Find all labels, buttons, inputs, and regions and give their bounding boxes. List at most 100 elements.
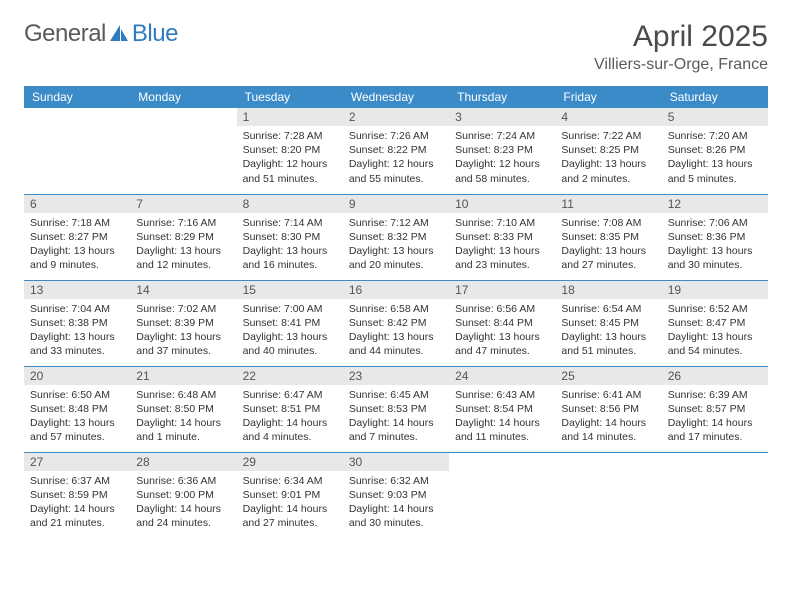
calendar-cell: 18Sunrise: 6:54 AMSunset: 8:45 PMDayligh… [555, 280, 661, 366]
calendar-cell: 27Sunrise: 6:37 AMSunset: 8:59 PMDayligh… [24, 452, 130, 538]
calendar-cell: 13Sunrise: 7:04 AMSunset: 8:38 PMDayligh… [24, 280, 130, 366]
calendar-cell: 16Sunrise: 6:58 AMSunset: 8:42 PMDayligh… [343, 280, 449, 366]
title-block: April 2025 Villiers-sur-Orge, France [594, 20, 768, 74]
calendar-head: SundayMondayTuesdayWednesdayThursdayFrid… [24, 86, 768, 108]
calendar-cell: 14Sunrise: 7:02 AMSunset: 8:39 PMDayligh… [130, 280, 236, 366]
day-body: Sunrise: 7:26 AMSunset: 8:22 PMDaylight:… [343, 126, 449, 190]
day-number: 13 [24, 281, 130, 299]
day-number: 7 [130, 195, 236, 213]
day-number: 9 [343, 195, 449, 213]
calendar-cell: 12Sunrise: 7:06 AMSunset: 8:36 PMDayligh… [662, 194, 768, 280]
day-body: Sunrise: 7:22 AMSunset: 8:25 PMDaylight:… [555, 126, 661, 190]
day-body: Sunrise: 7:16 AMSunset: 8:29 PMDaylight:… [130, 213, 236, 277]
calendar-cell: 2Sunrise: 7:26 AMSunset: 8:22 PMDaylight… [343, 108, 449, 194]
day-body: Sunrise: 6:56 AMSunset: 8:44 PMDaylight:… [449, 299, 555, 363]
calendar-cell: 19Sunrise: 6:52 AMSunset: 8:47 PMDayligh… [662, 280, 768, 366]
weekday-header: Friday [555, 86, 661, 108]
day-number: 29 [237, 453, 343, 471]
day-number: 19 [662, 281, 768, 299]
calendar-cell: 11Sunrise: 7:08 AMSunset: 8:35 PMDayligh… [555, 194, 661, 280]
day-number: 14 [130, 281, 236, 299]
logo-text-blue: Blue [132, 20, 178, 48]
month-title: April 2025 [594, 20, 768, 54]
day-number: 1 [237, 108, 343, 126]
day-number: 10 [449, 195, 555, 213]
calendar-cell: 24Sunrise: 6:43 AMSunset: 8:54 PMDayligh… [449, 366, 555, 452]
day-number: 25 [555, 367, 661, 385]
day-body: Sunrise: 6:50 AMSunset: 8:48 PMDaylight:… [24, 385, 130, 449]
calendar-cell: 1Sunrise: 7:28 AMSunset: 8:20 PMDaylight… [237, 108, 343, 194]
day-body: Sunrise: 6:52 AMSunset: 8:47 PMDaylight:… [662, 299, 768, 363]
day-body: Sunrise: 7:14 AMSunset: 8:30 PMDaylight:… [237, 213, 343, 277]
calendar-cell: 22Sunrise: 6:47 AMSunset: 8:51 PMDayligh… [237, 366, 343, 452]
calendar-cell: .. [130, 108, 236, 194]
calendar-cell: .. [24, 108, 130, 194]
day-body: Sunrise: 7:08 AMSunset: 8:35 PMDaylight:… [555, 213, 661, 277]
calendar-table: SundayMondayTuesdayWednesdayThursdayFrid… [24, 86, 768, 538]
day-number: 24 [449, 367, 555, 385]
day-number: 6 [24, 195, 130, 213]
day-number: 12 [662, 195, 768, 213]
weekday-header: Tuesday [237, 86, 343, 108]
calendar-cell: 30Sunrise: 6:32 AMSunset: 9:03 PMDayligh… [343, 452, 449, 538]
day-body: Sunrise: 6:43 AMSunset: 8:54 PMDaylight:… [449, 385, 555, 449]
day-number: 20 [24, 367, 130, 385]
day-number: 5 [662, 108, 768, 126]
calendar-cell: 20Sunrise: 6:50 AMSunset: 8:48 PMDayligh… [24, 366, 130, 452]
day-body: Sunrise: 6:39 AMSunset: 8:57 PMDaylight:… [662, 385, 768, 449]
day-number: 28 [130, 453, 236, 471]
calendar-cell: 10Sunrise: 7:10 AMSunset: 8:33 PMDayligh… [449, 194, 555, 280]
calendar-cell: .. [555, 452, 661, 538]
calendar-cell: 23Sunrise: 6:45 AMSunset: 8:53 PMDayligh… [343, 366, 449, 452]
calendar-cell: .. [449, 452, 555, 538]
day-body: Sunrise: 6:32 AMSunset: 9:03 PMDaylight:… [343, 471, 449, 535]
logo-sail-icon [108, 23, 130, 45]
logo: General Blue [24, 20, 178, 48]
weekday-header: Monday [130, 86, 236, 108]
weekday-header: Wednesday [343, 86, 449, 108]
day-number: 30 [343, 453, 449, 471]
calendar-cell: 3Sunrise: 7:24 AMSunset: 8:23 PMDaylight… [449, 108, 555, 194]
calendar-cell: 4Sunrise: 7:22 AMSunset: 8:25 PMDaylight… [555, 108, 661, 194]
day-body: Sunrise: 7:04 AMSunset: 8:38 PMDaylight:… [24, 299, 130, 363]
calendar-cell: 17Sunrise: 6:56 AMSunset: 8:44 PMDayligh… [449, 280, 555, 366]
day-body: Sunrise: 7:20 AMSunset: 8:26 PMDaylight:… [662, 126, 768, 190]
weekday-header: Sunday [24, 86, 130, 108]
day-body: Sunrise: 7:28 AMSunset: 8:20 PMDaylight:… [237, 126, 343, 190]
header: General Blue April 2025 Villiers-sur-Org… [24, 20, 768, 74]
day-body: Sunrise: 7:06 AMSunset: 8:36 PMDaylight:… [662, 213, 768, 277]
calendar-cell: 6Sunrise: 7:18 AMSunset: 8:27 PMDaylight… [24, 194, 130, 280]
day-number: 18 [555, 281, 661, 299]
day-body: Sunrise: 6:41 AMSunset: 8:56 PMDaylight:… [555, 385, 661, 449]
day-body: Sunrise: 7:18 AMSunset: 8:27 PMDaylight:… [24, 213, 130, 277]
day-body: Sunrise: 6:47 AMSunset: 8:51 PMDaylight:… [237, 385, 343, 449]
logo-text-general: General [24, 20, 106, 48]
calendar-cell: 5Sunrise: 7:20 AMSunset: 8:26 PMDaylight… [662, 108, 768, 194]
day-number: 4 [555, 108, 661, 126]
day-body: Sunrise: 7:00 AMSunset: 8:41 PMDaylight:… [237, 299, 343, 363]
day-body: Sunrise: 6:54 AMSunset: 8:45 PMDaylight:… [555, 299, 661, 363]
calendar-cell: 9Sunrise: 7:12 AMSunset: 8:32 PMDaylight… [343, 194, 449, 280]
calendar-cell: 7Sunrise: 7:16 AMSunset: 8:29 PMDaylight… [130, 194, 236, 280]
day-body: Sunrise: 6:34 AMSunset: 9:01 PMDaylight:… [237, 471, 343, 535]
calendar-cell: 28Sunrise: 6:36 AMSunset: 9:00 PMDayligh… [130, 452, 236, 538]
day-number: 2 [343, 108, 449, 126]
day-number: 17 [449, 281, 555, 299]
day-number: 27 [24, 453, 130, 471]
day-body: Sunrise: 6:58 AMSunset: 8:42 PMDaylight:… [343, 299, 449, 363]
location: Villiers-sur-Orge, France [594, 56, 768, 74]
calendar-cell: 15Sunrise: 7:00 AMSunset: 8:41 PMDayligh… [237, 280, 343, 366]
day-number: 23 [343, 367, 449, 385]
day-number: 26 [662, 367, 768, 385]
weekday-header: Thursday [449, 86, 555, 108]
calendar-cell: 21Sunrise: 6:48 AMSunset: 8:50 PMDayligh… [130, 366, 236, 452]
day-body: Sunrise: 7:12 AMSunset: 8:32 PMDaylight:… [343, 213, 449, 277]
day-body: Sunrise: 6:45 AMSunset: 8:53 PMDaylight:… [343, 385, 449, 449]
day-number: 15 [237, 281, 343, 299]
day-number: 3 [449, 108, 555, 126]
day-number: 8 [237, 195, 343, 213]
day-number: 11 [555, 195, 661, 213]
day-body: Sunrise: 7:10 AMSunset: 8:33 PMDaylight:… [449, 213, 555, 277]
calendar-cell: 29Sunrise: 6:34 AMSunset: 9:01 PMDayligh… [237, 452, 343, 538]
weekday-header: Saturday [662, 86, 768, 108]
